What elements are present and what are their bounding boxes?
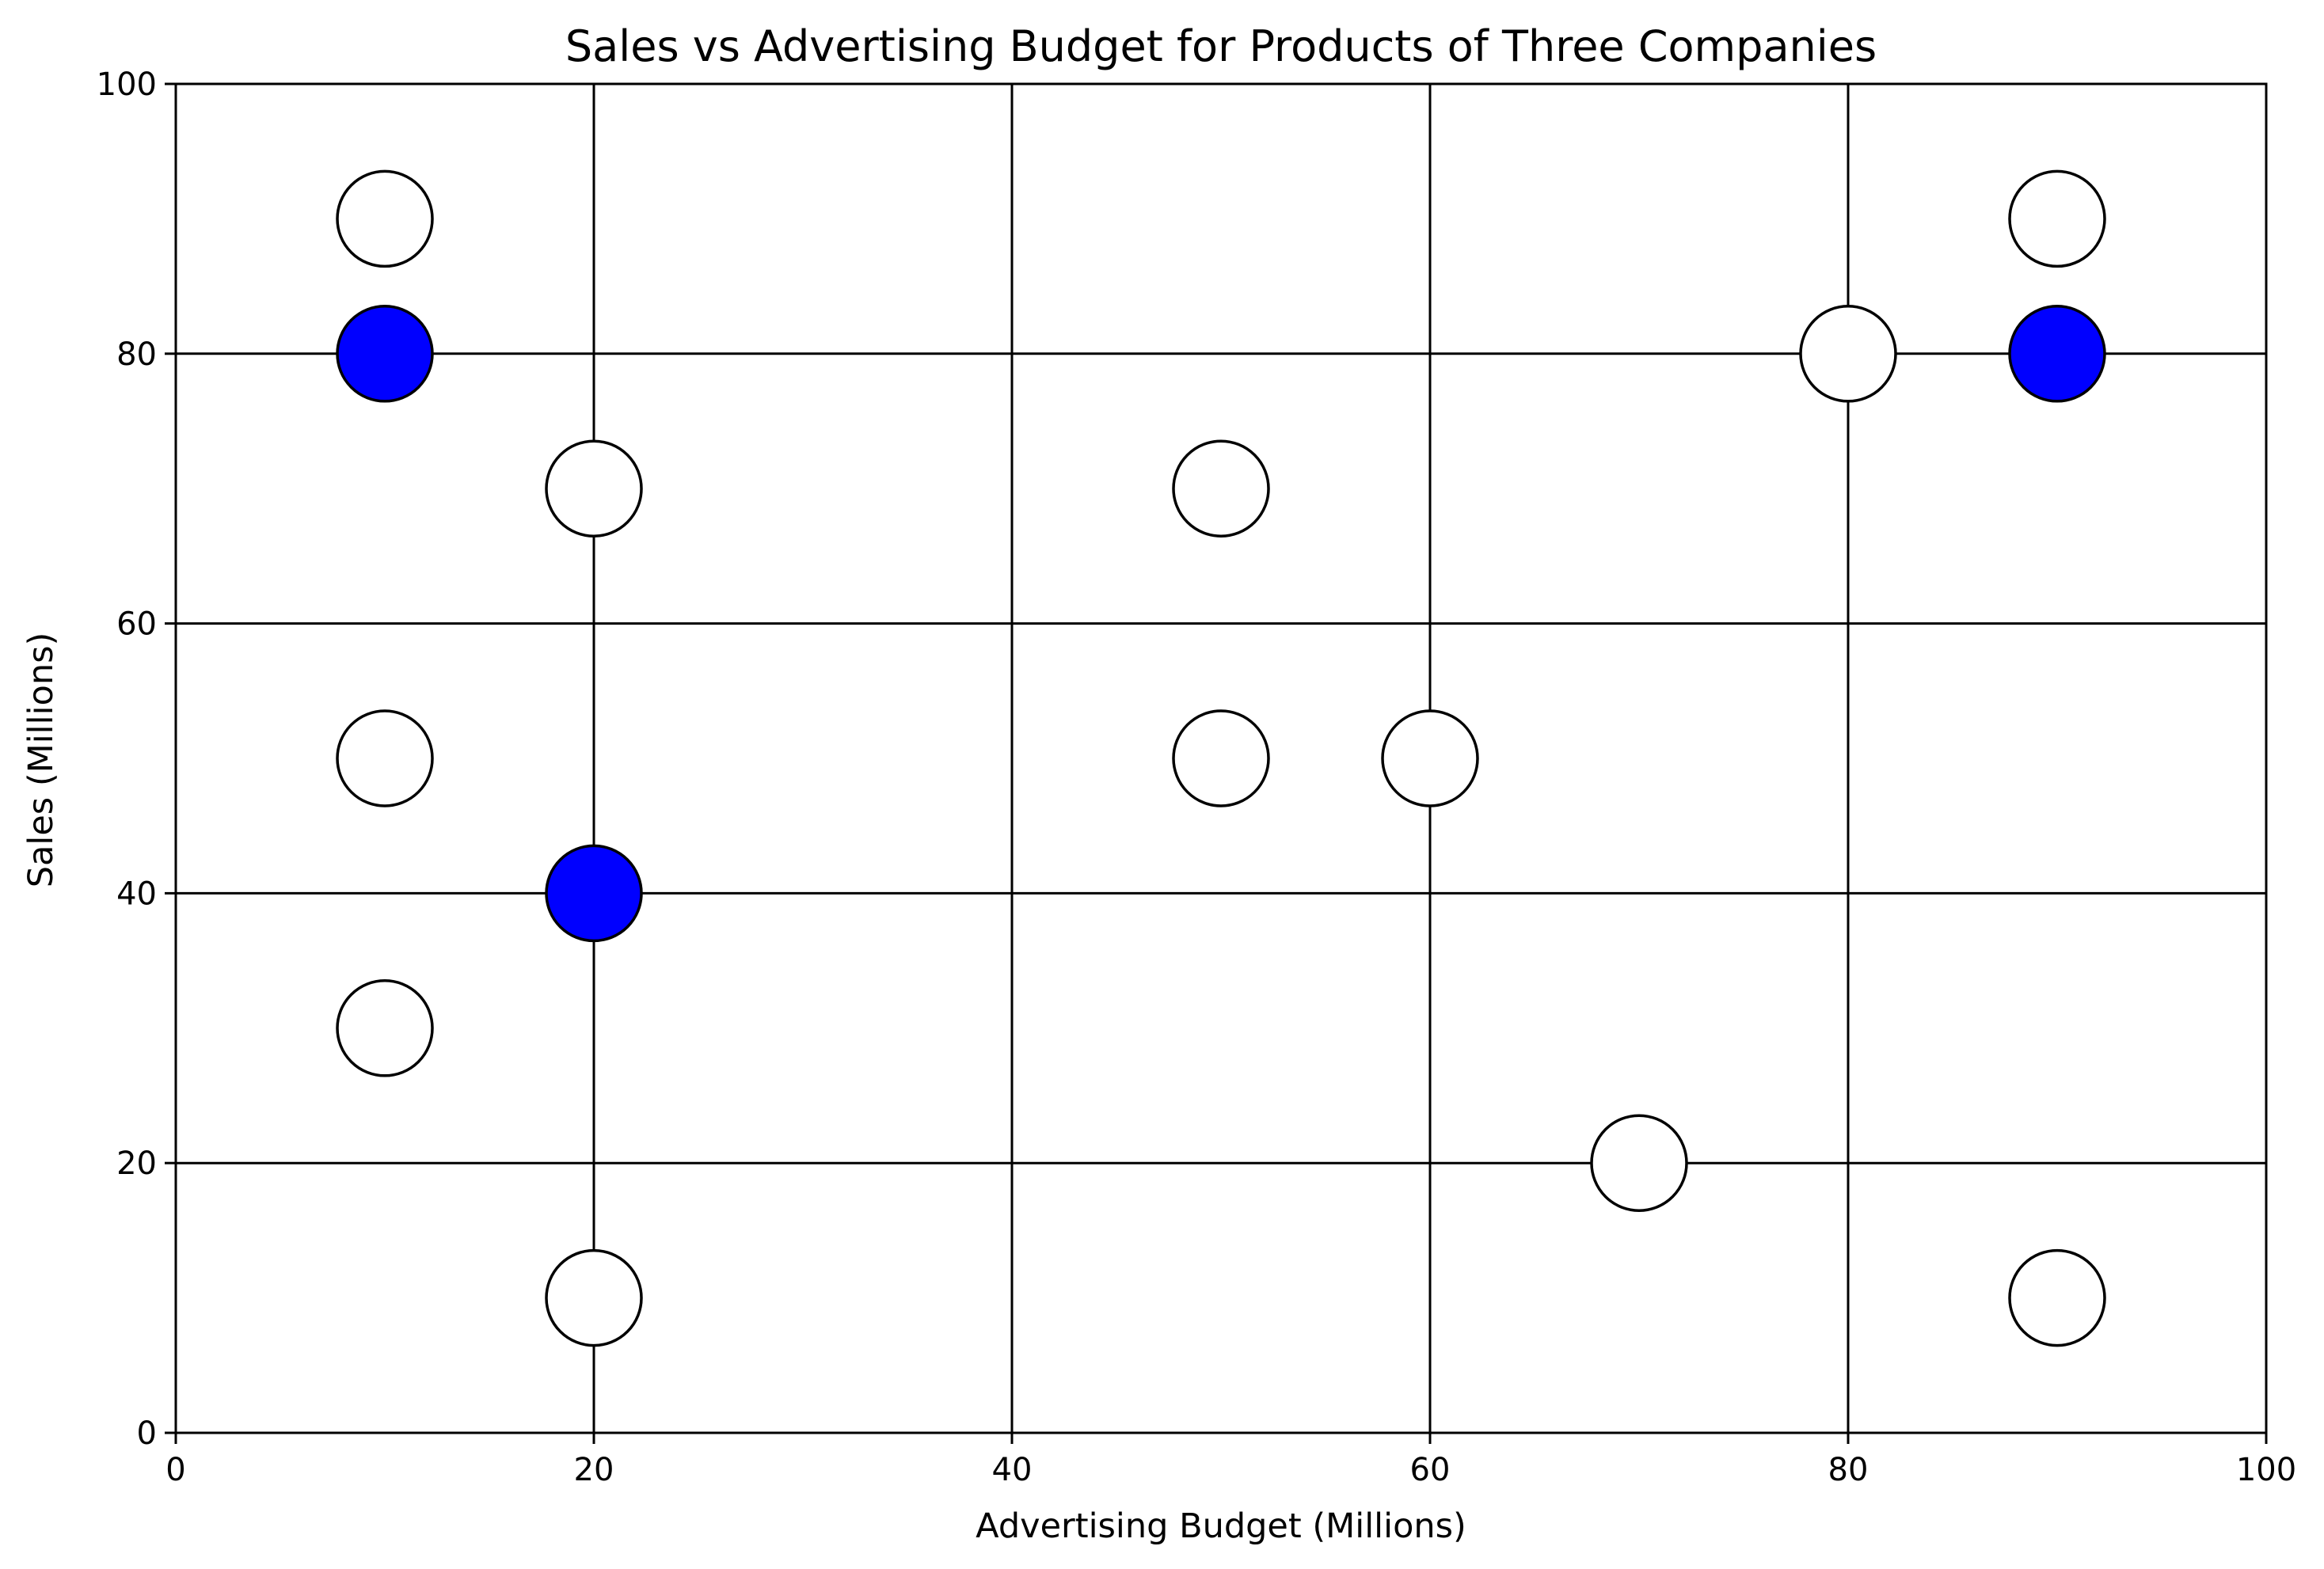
x-tick-label: 60: [1410, 1452, 1451, 1488]
scatter-point: [2008, 169, 2106, 268]
y-tick-label: 60: [116, 606, 157, 643]
scatter-point: [1799, 305, 1897, 403]
scatter-point: [2008, 305, 2106, 403]
x-axis-label: Advertising Budget (Millions): [976, 1506, 1466, 1546]
scatter-point: [1590, 1114, 1688, 1212]
scatter-point: [545, 439, 643, 538]
y-tick-label: 80: [116, 336, 157, 373]
y-tick-label: 0: [137, 1415, 157, 1452]
axis-ticks: 0 20 40 60 80 100 0 20 40 60 80 100: [97, 66, 2297, 1488]
gridlines: [174, 82, 2268, 1434]
scatter-point: [336, 169, 434, 268]
x-tick-label: 40: [992, 1452, 1033, 1488]
scatter-point: [1381, 709, 1479, 807]
y-axis-label: Sales (Millions): [21, 633, 61, 888]
y-tick-label: 20: [116, 1145, 157, 1182]
scatter-point: [336, 709, 434, 807]
scatter-point: [1172, 709, 1270, 807]
scatter-point: [545, 1248, 643, 1347]
x-tick-label: 80: [1828, 1452, 1869, 1488]
scatter-point: [2008, 1248, 2106, 1347]
scatter-point: [1172, 439, 1270, 538]
y-tick-label: 100: [97, 66, 157, 103]
plot-frame: [174, 82, 2268, 1434]
scatter-point: [336, 979, 434, 1077]
scatter-point: [336, 305, 434, 403]
x-tick-label: 20: [574, 1452, 614, 1488]
scatter-points: [336, 169, 2106, 1347]
y-tick-label: 40: [116, 876, 157, 912]
chart-title: Sales vs Advertising Budget for Products…: [565, 21, 1877, 71]
x-tick-label: 100: [2236, 1452, 2296, 1488]
x-tick-label: 0: [165, 1452, 185, 1488]
scatter-point: [545, 844, 643, 943]
